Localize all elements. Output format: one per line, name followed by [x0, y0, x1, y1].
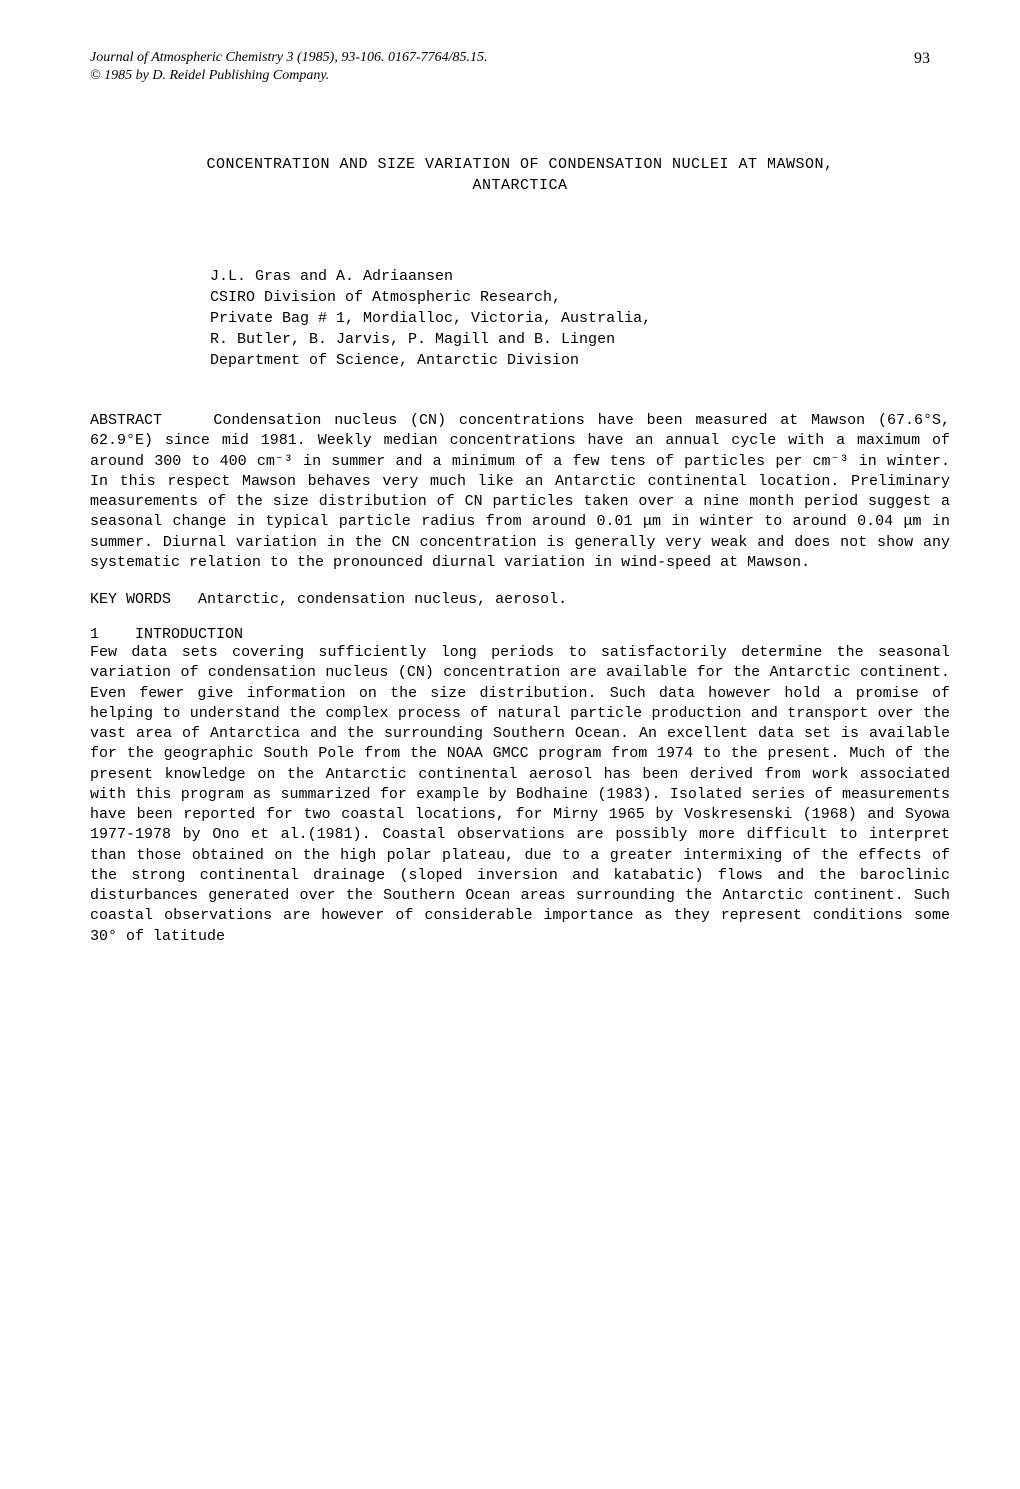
- authors-line-2: CSIRO Division of Atmospheric Research,: [210, 287, 950, 308]
- keywords-text: Antarctic, condensation nucleus, aerosol…: [198, 591, 567, 608]
- section-title: INTRODUCTION: [135, 626, 243, 643]
- abstract-text: Condensation nucleus (CN) concentrations…: [90, 412, 950, 571]
- section-number: 1: [90, 626, 99, 643]
- abstract-block: ABSTRACT Condensation nucleus (CN) conce…: [90, 411, 950, 573]
- authors-line-4: R. Butler, B. Jarvis, P. Magill and B. L…: [210, 329, 950, 350]
- authors-line-1: J.L. Gras and A. Adriaansen: [210, 266, 950, 287]
- page-number: 93: [914, 50, 930, 68]
- authors-line-5: Department of Science, Antarctic Divisio…: [210, 350, 950, 371]
- keywords-block: KEY WORDS Antarctic, condensation nucleu…: [90, 591, 950, 608]
- journal-header: Journal of Atmospheric Chemistry 3 (1985…: [90, 50, 950, 66]
- title-line-1: CONCENTRATION AND SIZE VARIATION OF COND…: [90, 154, 950, 175]
- authors-line-3: Private Bag # 1, Mordialloc, Victoria, A…: [210, 308, 950, 329]
- authors-block: J.L. Gras and A. Adriaansen CSIRO Divisi…: [210, 266, 950, 371]
- abstract-label: ABSTRACT: [90, 412, 162, 429]
- section-1-heading: 1 INTRODUCTION: [90, 626, 950, 643]
- copyright-line: © 1985 by D. Reidel Publishing Company.: [90, 68, 950, 84]
- title-line-2: ANTARCTICA: [90, 175, 950, 196]
- paper-title: CONCENTRATION AND SIZE VARIATION OF COND…: [90, 154, 950, 196]
- keywords-label: KEY WORDS: [90, 591, 171, 608]
- section-1-body: Few data sets covering sufficiently long…: [90, 643, 950, 947]
